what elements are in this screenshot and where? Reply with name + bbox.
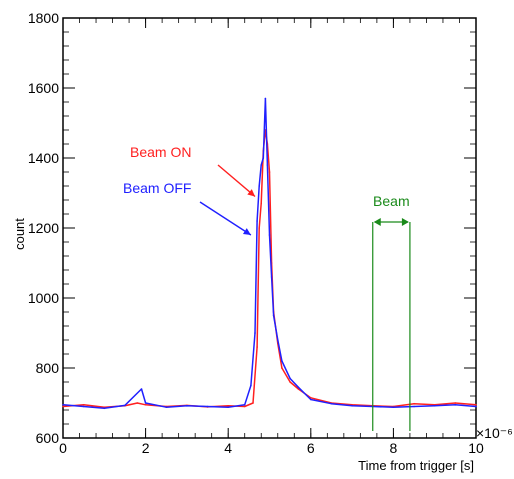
y-axis-title: count	[12, 218, 27, 250]
annotation-arrow-line	[217, 164, 256, 198]
data-point-beam-off	[258, 185, 261, 187]
y-tick-label: 1000	[28, 290, 59, 306]
data-point-beam-off	[433, 405, 436, 407]
data-point-beam-on	[144, 404, 147, 406]
data-point-beam-off	[351, 405, 353, 407]
annotation-label: Beam ON	[130, 144, 191, 160]
data-point-beam-off	[270, 276, 273, 278]
x-axis-title: Time from trigger [s]	[358, 458, 474, 473]
data-point-beam-on	[252, 402, 254, 404]
data-point-beam-off	[165, 406, 168, 409]
data-point-beam-off	[103, 407, 106, 410]
y-tick-label: 800	[36, 360, 60, 376]
data-point-beam-off	[266, 164, 269, 166]
data-point-beam-off	[272, 314, 275, 317]
annotation-arrow-head	[247, 189, 256, 197]
data-point-beam-off	[310, 398, 312, 401]
annotation-label: Beam OFF	[123, 180, 191, 196]
data-point-beam-off	[268, 234, 271, 236]
data-point-beam-off	[297, 386, 300, 389]
ticks-group: 0 2 4 6 8 10 600 800 1000 1200 1400 1600 1800	[28, 10, 484, 456]
beam-window-arrow-left-head	[373, 218, 381, 226]
data-point-beam-on	[256, 346, 258, 348]
data-point-beam-off	[62, 404, 64, 406]
y-tick-label: 600	[36, 430, 60, 446]
data-point-beam-off	[264, 97, 267, 100]
data-point-beam-off	[243, 404, 246, 406]
data-point-beam-off	[250, 384, 252, 387]
data-point-beam-off	[206, 405, 209, 408]
data-point-beam-on	[268, 171, 271, 173]
data-point-beam-off	[260, 164, 263, 166]
data-point-beam-off	[454, 404, 457, 406]
data-point-beam-on	[243, 405, 246, 408]
y-tick-label: 1600	[28, 80, 59, 96]
data-point-beam-on	[289, 381, 291, 383]
data-point-beam-off	[262, 157, 265, 159]
data-point-beam-off	[277, 339, 279, 341]
x-tick-label: 2	[142, 440, 150, 456]
data-point-beam-on	[258, 227, 261, 229]
x-tick-label: 0	[59, 440, 67, 456]
series-layer	[62, 97, 477, 410]
data-point-beam-off	[330, 402, 333, 405]
data-point-beam-off	[227, 406, 229, 409]
data-point-beam-off	[289, 377, 291, 380]
data-point-beam-off	[82, 405, 85, 408]
data-point-beam-on	[136, 402, 139, 404]
data-point-beam-off	[140, 388, 143, 390]
data-point-beam-on	[82, 404, 85, 406]
annotation-label: Beam	[373, 193, 410, 209]
y-tick-label: 1400	[28, 150, 59, 166]
data-point-beam-off	[124, 404, 126, 407]
data-point-beam-on	[281, 367, 283, 369]
annotation-arrow-line	[199, 201, 252, 236]
y-tick-label: 1200	[28, 220, 59, 236]
data-point-beam-off	[256, 220, 258, 222]
data-point-beam-off	[186, 405, 188, 407]
x-tick-label: 6	[307, 440, 315, 456]
data-point-beam-off	[413, 405, 415, 408]
data-point-beam-on	[413, 402, 415, 405]
series-line-beam-off	[62, 97, 477, 410]
x-multiplier-label: ×10⁻⁶	[476, 425, 513, 441]
data-point-beam-on	[227, 405, 229, 407]
data-point-beam-on	[260, 202, 263, 205]
beam-window-arrow-right-head	[401, 218, 409, 226]
data-point-beam-off	[281, 360, 283, 362]
annotation-arrow-head	[242, 228, 251, 235]
data-point-beam-off	[144, 402, 147, 404]
data-point-beam-on	[475, 404, 477, 406]
data-point-beam-on	[454, 402, 457, 404]
x-tick-label: 10	[468, 440, 484, 456]
y-tick-label: 1800	[28, 10, 59, 26]
annotation-layer: Beam ON Beam OFF Beam	[123, 144, 411, 431]
x-tick-label: 8	[390, 440, 398, 456]
data-point-beam-off	[254, 332, 256, 334]
x-tick-label: 4	[224, 440, 232, 456]
data-point-beam-off	[392, 406, 395, 409]
data-point-beam-on	[62, 405, 64, 408]
data-point-beam-off	[475, 405, 477, 408]
